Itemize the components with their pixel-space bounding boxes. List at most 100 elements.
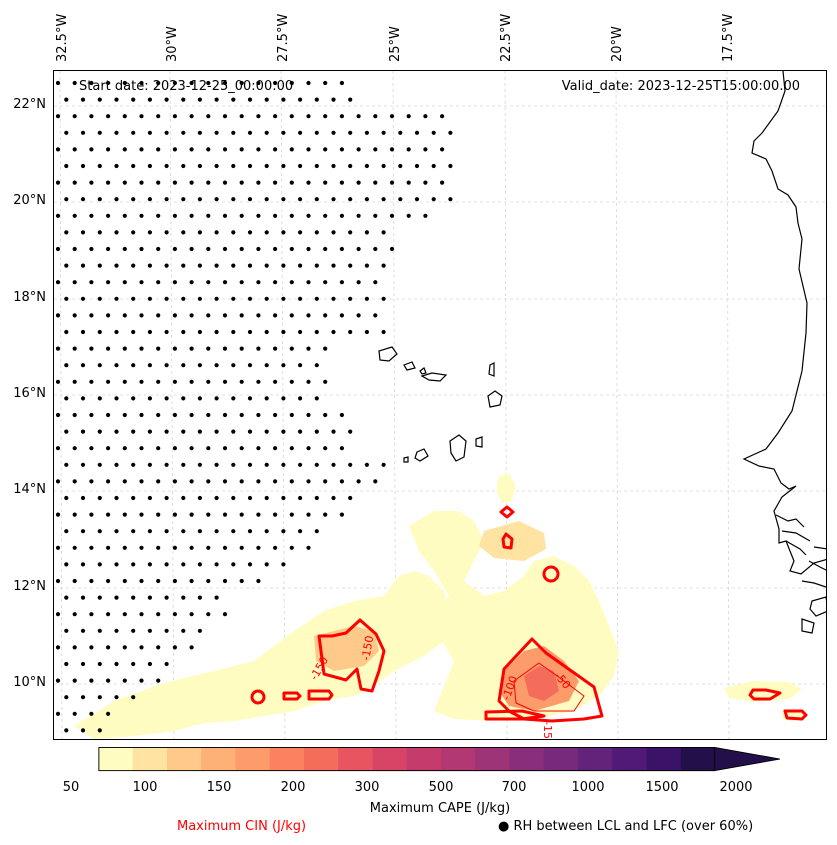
rh-stipple-dot xyxy=(448,197,453,202)
rh-stipple-dot xyxy=(256,213,261,218)
rh-stipple-dot xyxy=(331,495,336,501)
rh-stipple-dot xyxy=(147,562,152,567)
rh-stipple-dot xyxy=(181,97,186,102)
cin-contour-inner-triangle xyxy=(513,662,585,712)
rh-stipple-dot xyxy=(281,529,286,534)
rh-stipple-dot xyxy=(298,130,303,135)
rh-stipple-dot xyxy=(197,263,202,268)
rh-stipple-dot xyxy=(206,313,211,318)
rh-stipple-dot xyxy=(131,197,136,202)
rh-stipple-dot xyxy=(206,446,211,451)
colorbar-segment xyxy=(441,747,476,772)
rh-stipple-dot xyxy=(197,363,202,368)
rh-stipple-dot xyxy=(331,97,336,102)
rh-stipple-dot xyxy=(55,280,61,285)
rh-stipple-dot xyxy=(131,529,136,534)
rh-stipple-dot xyxy=(423,114,428,119)
rh-stipple-dot xyxy=(231,163,236,169)
rh-stipple-dot xyxy=(156,246,161,252)
rh-stipple-dot xyxy=(331,230,336,235)
rh-stipple-dot xyxy=(256,280,261,285)
rh-stipple-dot xyxy=(389,246,395,252)
rh-stipple-dot xyxy=(55,346,61,351)
rh-stipple-dot xyxy=(122,379,127,384)
rh-stipple-dot xyxy=(331,429,336,434)
rh-stipple-dot xyxy=(247,263,253,268)
rh-stipple-dot xyxy=(147,429,152,434)
cape-verde-fogo xyxy=(414,448,429,462)
rh-stipple-dot xyxy=(239,412,244,418)
rh-stipple-dot xyxy=(106,346,111,351)
rh-stipple-dot xyxy=(247,163,253,169)
rh-stipple-dot xyxy=(189,446,194,451)
rh-stipple-dot xyxy=(172,446,177,451)
rh-stipple-dot xyxy=(348,130,353,135)
rh-stipple-dot xyxy=(448,130,453,135)
rh-stipple-dot xyxy=(147,163,152,169)
rh-stipple-dot xyxy=(64,230,69,235)
colorbar-segment xyxy=(612,747,648,772)
rh-stipple-dot xyxy=(164,230,169,235)
rh-stipple-dot xyxy=(97,230,102,235)
rh-stipple-dot xyxy=(273,213,278,218)
rh-stipple-dot xyxy=(189,412,194,418)
rh-stipple-dot xyxy=(339,512,344,517)
rh-stipple-dot xyxy=(55,379,61,384)
rh-stipple-dot xyxy=(64,562,69,567)
rh-stipple-dot xyxy=(398,130,403,135)
rh-stipple-dot xyxy=(222,612,228,617)
rh-stipple-dot xyxy=(114,97,119,102)
rh-stipple-dot xyxy=(80,396,86,401)
rh-stipple-dot xyxy=(231,462,236,467)
colorbar-tick: 100 xyxy=(132,780,158,795)
rh-stipple-dot xyxy=(323,180,328,185)
colorbar-segment xyxy=(543,747,579,772)
rh-stipple-dot xyxy=(298,363,303,368)
rh-stipple-dot xyxy=(239,147,244,152)
rh-stipple-dot xyxy=(97,363,102,368)
rh-stipple-dot xyxy=(147,230,152,235)
colorbar-tick: 300 xyxy=(354,780,380,795)
rh-stipple-dot xyxy=(172,479,177,484)
rh-stipple-dot xyxy=(298,296,303,301)
rh-stipple-dot xyxy=(256,578,261,584)
rh-stipple-dot xyxy=(147,462,152,467)
rh-stipple-dot xyxy=(172,147,177,152)
lat-tick-label: 18°N xyxy=(13,290,46,305)
rh-stipple-dot xyxy=(298,495,303,501)
rh-stipple-dot xyxy=(89,479,94,484)
rh-stipple-dot xyxy=(239,246,244,252)
rh-stipple-dot xyxy=(281,97,286,102)
colorbar-tick: 500 xyxy=(428,780,454,795)
rh-stipple-dot xyxy=(172,180,177,185)
rh-stipple-dot xyxy=(289,246,294,252)
rh-stipple-dot xyxy=(356,479,361,484)
rh-stipple-dot xyxy=(314,363,319,368)
rh-stipple-dot xyxy=(189,213,194,218)
rh-stipple-dot xyxy=(164,130,169,135)
rh-stipple-dot xyxy=(256,313,261,318)
rh-stipple-dot xyxy=(64,495,69,501)
rh-stipple-dot xyxy=(364,296,369,301)
rh-stipple-dot xyxy=(89,545,94,550)
colorbar-tick: 150 xyxy=(206,780,232,795)
cin-label: -15 xyxy=(541,721,554,739)
africa-coast-estuaries xyxy=(775,514,826,588)
rh-stipple-dot xyxy=(122,612,127,617)
colorbar-segment xyxy=(201,747,236,772)
rh-stipple-dot xyxy=(339,246,344,252)
rh-stipple-dot xyxy=(214,230,219,235)
rh-stipple-dot xyxy=(72,412,77,418)
rh-stipple-dot xyxy=(55,711,61,716)
rh-stipple-dot xyxy=(256,379,261,384)
rh-stipple-dot xyxy=(181,562,186,567)
cin-contour-east-2 xyxy=(783,709,808,721)
rh-stipple-dot xyxy=(189,578,194,584)
rh-stipple-dot xyxy=(264,97,269,102)
rh-stipple-dot xyxy=(364,197,369,202)
rh-stipple-dot xyxy=(222,545,228,550)
rh-stipple-dot xyxy=(164,396,169,401)
rh-stipple-dot xyxy=(189,147,194,152)
rh-stipple-dot xyxy=(314,230,319,235)
rh-stipple-dot xyxy=(64,429,69,434)
